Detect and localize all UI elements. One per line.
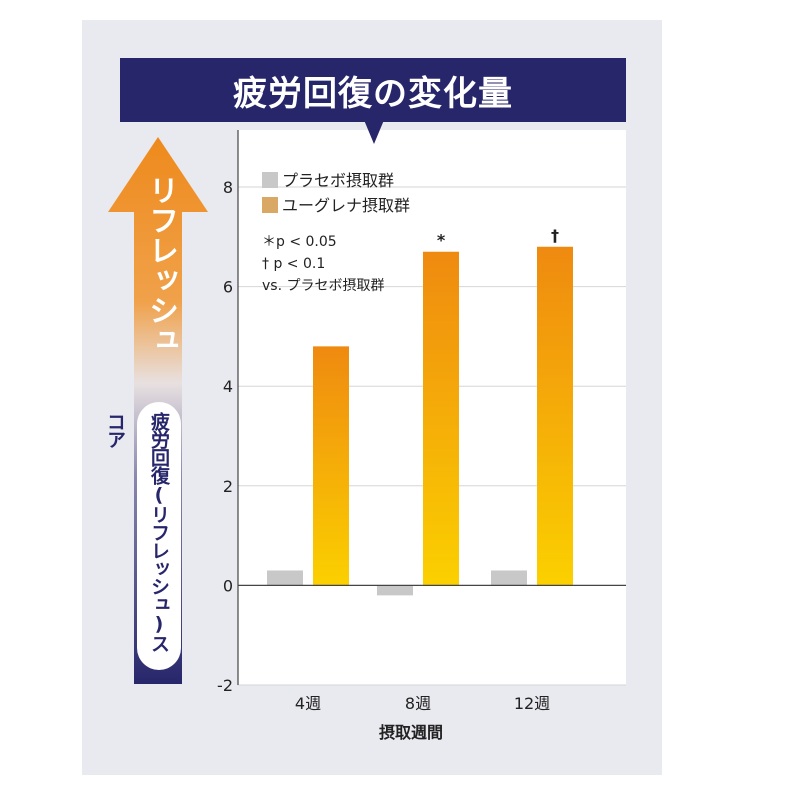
y-tick-label: 6 — [223, 278, 233, 297]
significance-mark: * — [437, 231, 446, 250]
x-tick-label: 4週 — [295, 694, 321, 713]
note-p005: ＊p < 0.05 — [262, 234, 337, 250]
bar-placebo — [377, 585, 413, 596]
x-tick-label: 12週 — [514, 694, 550, 713]
score-label-pill — [137, 402, 181, 670]
y-tick-label: 0 — [223, 576, 233, 595]
x-axis-title: 摂取週間 — [379, 723, 443, 742]
chart-title: 疲労回復の変化量 — [120, 58, 626, 122]
bar-placebo — [267, 570, 303, 586]
y-tick-label: 2 — [223, 477, 233, 496]
note-vs-placebo: vs. プラセボ摂取群 — [262, 278, 384, 294]
x-tick-label: 8週 — [405, 694, 431, 713]
y-tick-label: 8 — [223, 178, 233, 197]
legend-placebo: プラセボ摂取群 — [282, 171, 394, 190]
bar-euglena — [537, 246, 573, 586]
bar-euglena — [423, 251, 459, 586]
arrow-label: リフレッシュ — [143, 175, 178, 355]
y-axis-title: 疲労回復(リフレッシュ)スコア — [104, 412, 170, 652]
note-p01: † p < 0.1 — [262, 256, 325, 272]
legend-swatch-euglena — [262, 197, 278, 213]
bar-placebo — [491, 570, 527, 586]
significance-mark: † — [551, 226, 559, 245]
y-tick-label: -2 — [217, 676, 233, 695]
y-tick-label: 4 — [223, 377, 233, 396]
bar-euglena — [313, 346, 349, 586]
legend-swatch-placebo — [262, 172, 278, 188]
legend-euglena: ユーグレナ摂取群 — [282, 196, 410, 215]
